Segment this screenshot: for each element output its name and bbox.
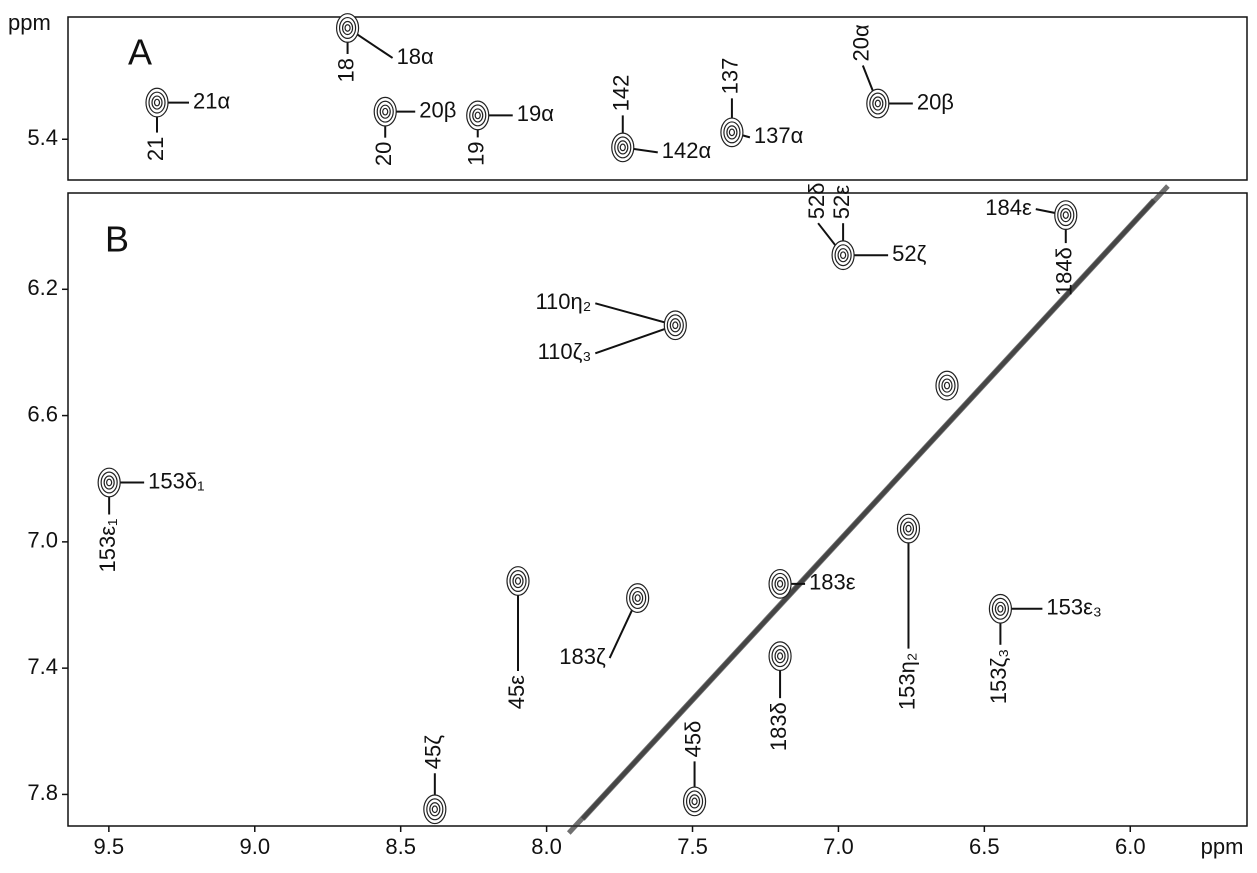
peak-label: 20 xyxy=(371,142,396,166)
panel-b-title: B xyxy=(105,219,129,260)
peak-label: 110ζ₃ xyxy=(538,339,592,364)
peak-label: 18α xyxy=(397,44,434,69)
peak-label: 45δ xyxy=(680,721,705,758)
x-tick-label: 9.5 xyxy=(94,834,125,859)
leader-line xyxy=(595,303,675,325)
peak-label: 153ε₁ xyxy=(95,519,120,573)
peak-label: 183ζ xyxy=(559,644,606,669)
x-tick-label: 7.5 xyxy=(677,834,708,859)
x-tick-label: 8.5 xyxy=(385,834,416,859)
peak-label: 20β xyxy=(419,97,456,122)
y-tick-label: 7.8 xyxy=(27,780,58,805)
y-tick-label: 7.4 xyxy=(27,654,58,679)
y-tick-label: 5.4 xyxy=(27,125,58,150)
leader-line xyxy=(595,325,675,353)
x-tick-label: 6.5 xyxy=(969,834,1000,859)
peak-label: 137α xyxy=(754,123,804,148)
diagonal xyxy=(583,186,1168,819)
peak-label: 45ζ xyxy=(421,735,446,769)
peak-label: 183δ xyxy=(766,702,791,751)
peak-label: 21α xyxy=(193,88,230,113)
peak-label: 18 xyxy=(333,58,358,82)
peak-label: 20α xyxy=(849,24,874,61)
peak-label: 45ε xyxy=(504,675,529,709)
peak-label: 110η₂ xyxy=(535,289,591,314)
y-axis-label: ppm xyxy=(8,10,51,35)
peak-label: 19 xyxy=(464,141,489,165)
peak-label: 184δ xyxy=(1052,247,1077,296)
x-tick-label: 8.0 xyxy=(531,834,562,859)
peak-label: 52ε xyxy=(829,185,854,219)
peak-label: 183ε xyxy=(809,570,856,595)
nmr-figure: A B ppm ppm 5.4 21α 21 18 18α 20β 20 19α 19 142α 1… xyxy=(0,0,1257,873)
peak-label: 153η₂ xyxy=(894,653,919,710)
x-axis-label: ppm xyxy=(1201,834,1244,859)
peak-label: 142 xyxy=(609,75,634,112)
y-tick-label: 6.6 xyxy=(27,401,58,426)
peak-label: 20β xyxy=(917,89,954,114)
peak-label: 153ζ₃ xyxy=(986,649,1011,704)
peak-label: 52δ xyxy=(804,182,829,219)
panel-a-title: A xyxy=(128,32,152,73)
peak-label: 184ε xyxy=(985,195,1032,220)
peak-label: 142α xyxy=(662,138,712,163)
panel-a-frame xyxy=(68,17,1247,180)
peak-label: 19α xyxy=(517,101,554,126)
x-tick-label: 7.0 xyxy=(823,834,854,859)
peak-label: 21 xyxy=(143,137,168,161)
peak-label: 153ε₃ xyxy=(1046,595,1101,620)
peak-label: 153δ₁ xyxy=(148,468,204,493)
x-tick-label: 9.0 xyxy=(239,834,270,859)
y-tick-label: 6.2 xyxy=(27,275,58,300)
x-tick-label: 6.0 xyxy=(1115,834,1146,859)
peak-label: 137 xyxy=(718,58,743,95)
y-tick-label: 7.0 xyxy=(27,528,58,553)
peak-label: 52ζ xyxy=(892,241,926,266)
